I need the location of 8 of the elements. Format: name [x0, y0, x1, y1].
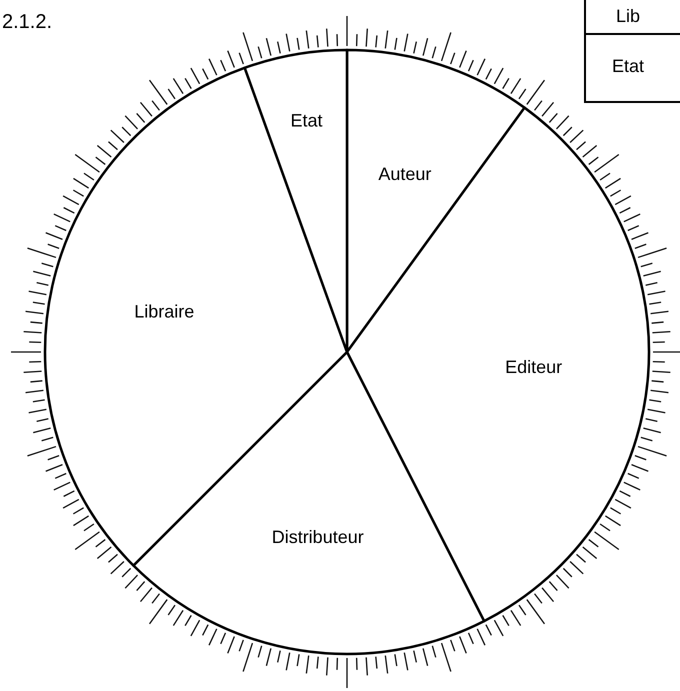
slice-label: Distributeur [272, 527, 364, 548]
slice-label: Auteur [378, 164, 432, 184]
text: Etat [612, 56, 644, 76]
slice-label: Etat [290, 110, 323, 130]
text: Lib [616, 6, 640, 26]
slice-label: Editeur [505, 356, 562, 377]
slice-label: Libraire [134, 301, 194, 322]
chart-title: 2.1.2. [2, 11, 52, 33]
